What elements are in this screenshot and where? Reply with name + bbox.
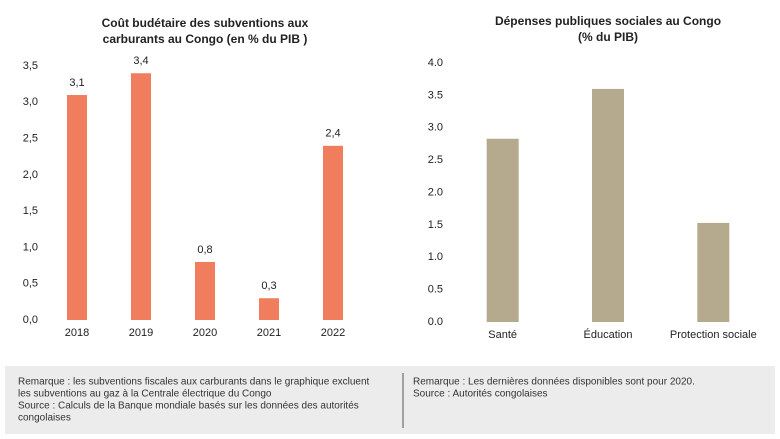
x-tick-label: 2022: [321, 327, 345, 339]
value-label: 3,1: [69, 77, 84, 89]
chart-title: Dépenses publiques sociales au Congo: [495, 14, 721, 28]
note-line: Remarque : Les dernières données disponi…: [413, 377, 695, 388]
x-tick-label: Éducation: [584, 328, 633, 341]
y-tick-label: 0.5: [428, 284, 443, 296]
x-tick-label: 2020: [193, 327, 217, 339]
notes-box: [5, 366, 775, 434]
x-tick-label: 2021: [257, 327, 281, 339]
y-tick-label: 1,5: [23, 205, 38, 217]
x-tick-label: 2018: [65, 327, 89, 339]
y-tick-label: 2,5: [23, 132, 38, 144]
bar: [592, 88, 624, 323]
bar: [195, 261, 215, 320]
bar: [697, 222, 730, 322]
y-tick-label: 2,0: [23, 169, 38, 181]
chart-title: (% du PIB): [578, 30, 638, 44]
chart-title: carburants au Congo (en % du PIB ): [103, 32, 308, 46]
note-line: Remarque : les subventions fiscales aux …: [18, 377, 370, 388]
x-tick-label: Santé: [488, 329, 517, 341]
y-tick-label: 1.0: [428, 251, 443, 263]
y-tick-label: 4.0: [428, 57, 443, 69]
x-tick-label: 2019: [129, 327, 153, 339]
y-tick-label: 2.5: [428, 154, 443, 166]
value-label: 2,4: [325, 128, 340, 140]
bar: [131, 73, 151, 320]
y-tick-label: 0,5: [23, 278, 38, 290]
y-tick-label: 1.5: [428, 219, 443, 231]
value-label: 0,3: [261, 280, 276, 292]
y-tick-label: 2.0: [428, 186, 443, 198]
y-tick-label: 3.5: [428, 89, 443, 101]
bar: [323, 145, 343, 320]
value-label: 0,8: [197, 244, 212, 256]
value-label: 3,4: [133, 55, 148, 67]
note-line: Source : Calculs de la Banque mondiale b…: [18, 401, 359, 412]
y-tick-label: 0.0: [428, 316, 443, 328]
y-tick-label: 3,0: [23, 96, 38, 108]
note-line: les subventions au gaz à la Centrale éle…: [18, 389, 272, 400]
y-tick-label: 0,0: [23, 314, 38, 326]
note-line: Source : Autorités congolaises: [413, 389, 548, 400]
chart-title: Coût budétaire des subventions aux: [102, 16, 309, 30]
y-tick-label: 3,5: [23, 60, 38, 72]
bar: [486, 138, 519, 322]
y-tick-label: 3.0: [428, 122, 443, 134]
note-line: congolaises: [18, 413, 71, 424]
y-tick-label: 1,0: [23, 241, 38, 253]
x-tick-label: Protection sociale: [670, 329, 757, 341]
bar: [259, 298, 279, 320]
bar: [67, 95, 87, 321]
